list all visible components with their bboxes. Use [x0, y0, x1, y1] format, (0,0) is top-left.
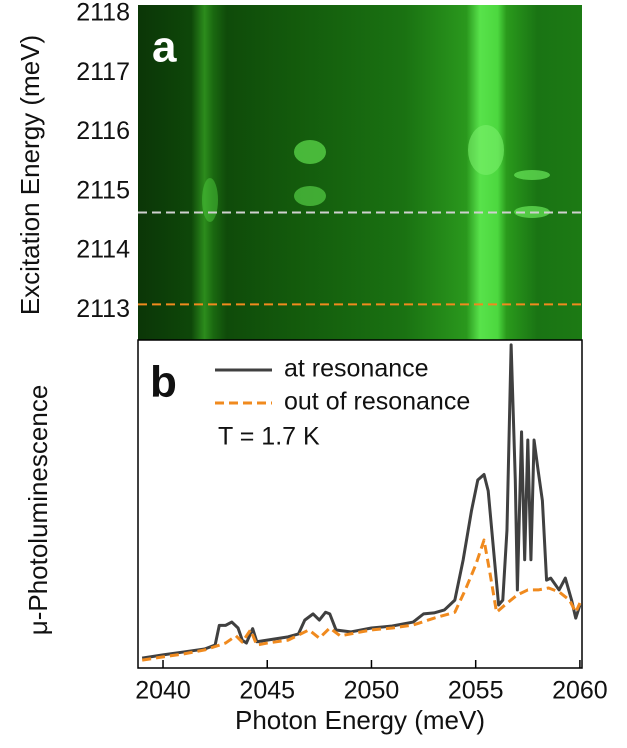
legend-label: out of resonance — [284, 388, 470, 416]
x-tick-label: 2050 — [344, 677, 400, 705]
x-axis-label: Photon Energy (meV) — [235, 705, 485, 735]
y-tick-label: 2118 — [76, 0, 130, 27]
y-tick-label: 2115 — [76, 176, 130, 204]
y-axis-label: Excitation Energy (meV) — [15, 35, 45, 315]
x-tick-label: 2045 — [239, 677, 295, 705]
x-tick-label: 2060 — [552, 677, 608, 705]
series-line — [141, 343, 582, 660]
x-tick-label: 2055 — [448, 677, 504, 705]
annotation: T = 1.7 K — [218, 423, 320, 451]
panel-label: a — [152, 23, 177, 72]
panel-b-frame — [137, 339, 583, 669]
y-tick-label: 2116 — [76, 117, 130, 145]
legend-label: at resonance — [284, 355, 429, 383]
y-tick-label: 2117 — [76, 58, 130, 86]
series-line — [141, 538, 582, 662]
heatmap-image — [138, 5, 582, 340]
y-tick-label: 2114 — [76, 236, 130, 264]
y-axis-label: μ-Photoluminescence — [23, 385, 53, 636]
panel-label: b — [150, 358, 177, 407]
y-tick-label: 2113 — [76, 295, 130, 323]
x-tick-label: 2040 — [135, 677, 191, 705]
